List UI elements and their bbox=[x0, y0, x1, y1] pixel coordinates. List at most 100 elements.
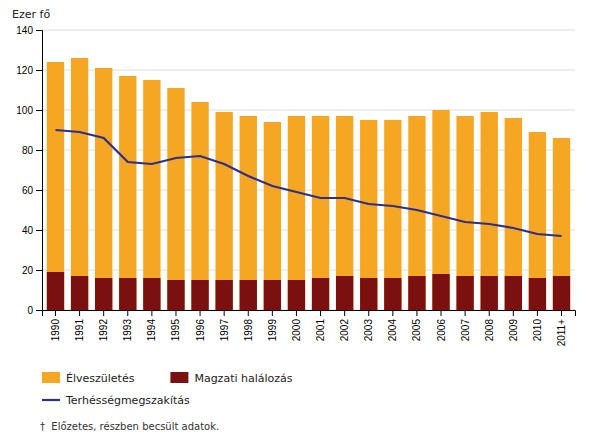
bar bbox=[143, 278, 160, 310]
tick: 2000 bbox=[291, 310, 302, 341]
plot: 0204060801001201401990199119921993199419… bbox=[16, 25, 575, 347]
legend-swatch bbox=[42, 399, 60, 401]
legend: Élveszületés Magzati halálozás Terhésségme… bbox=[42, 372, 293, 407]
tick-mark bbox=[561, 310, 562, 316]
tick-mark bbox=[392, 310, 393, 316]
y-axis: 020406080100120140 bbox=[16, 25, 42, 316]
tick-mark bbox=[513, 310, 514, 316]
bar bbox=[95, 68, 112, 310]
bar bbox=[384, 120, 401, 310]
tick-mark bbox=[55, 310, 56, 316]
tick: 60 bbox=[22, 185, 42, 196]
chart: 0204060801001201401990199119921993199419… bbox=[0, 0, 590, 440]
legend-label: Magzati halálozás bbox=[194, 372, 292, 385]
tick-label: 1994 bbox=[146, 319, 157, 342]
tick: 2003 bbox=[363, 310, 374, 341]
axis-line bbox=[36, 31, 43, 311]
tick-mark bbox=[151, 310, 152, 316]
bar bbox=[360, 278, 377, 310]
tick-mark bbox=[320, 310, 321, 316]
bar bbox=[215, 280, 232, 310]
tick-label: 2006 bbox=[436, 319, 447, 342]
bar bbox=[481, 276, 498, 310]
tick-label: 60 bbox=[22, 185, 34, 196]
tick: 0 bbox=[27, 305, 42, 316]
bar bbox=[264, 122, 281, 310]
bar bbox=[384, 278, 401, 310]
tick: 2009 bbox=[508, 310, 519, 341]
tick-label: 1999 bbox=[267, 319, 278, 342]
tick: 2002 bbox=[339, 310, 350, 341]
tick-mark bbox=[36, 110, 42, 111]
legend-label: Terhésségmegszakítás bbox=[65, 394, 190, 407]
tick-label: 1991 bbox=[74, 319, 85, 342]
tick: 2007 bbox=[460, 310, 471, 341]
tick-mark bbox=[36, 270, 42, 271]
tick-label: 140 bbox=[16, 25, 33, 36]
tick-mark bbox=[127, 310, 128, 316]
tick-mark bbox=[36, 30, 42, 31]
grid-line bbox=[42, 30, 575, 31]
tick-label: 1998 bbox=[243, 319, 254, 342]
tick-label: 2007 bbox=[460, 319, 471, 342]
bar bbox=[191, 280, 208, 310]
tick: 80 bbox=[22, 145, 42, 156]
tick-mark bbox=[416, 310, 417, 316]
tick-mark bbox=[224, 310, 225, 316]
bar bbox=[240, 116, 257, 310]
tick-mark bbox=[441, 310, 442, 316]
line bbox=[55, 130, 561, 236]
bar bbox=[191, 102, 208, 310]
tick-label: 2010 bbox=[532, 319, 543, 342]
axis-line bbox=[43, 311, 576, 317]
bar bbox=[432, 274, 449, 310]
legend-label: Élveszületés bbox=[66, 372, 135, 385]
bar bbox=[529, 278, 546, 310]
tick-label: 2011+ bbox=[556, 319, 567, 347]
tick-mark bbox=[296, 310, 297, 316]
tick: 120 bbox=[16, 65, 42, 76]
tick: 1997 bbox=[219, 310, 230, 341]
tick: 20 bbox=[22, 265, 42, 276]
tick: 1996 bbox=[195, 310, 206, 341]
bar bbox=[312, 116, 329, 310]
bar bbox=[360, 120, 377, 310]
legend-item: Terhésségmegszakítás bbox=[42, 394, 190, 407]
tick-mark bbox=[248, 310, 249, 316]
tick: 2001 bbox=[315, 310, 326, 341]
tick-label: 2005 bbox=[411, 319, 422, 342]
bar bbox=[47, 272, 64, 310]
bar bbox=[71, 58, 88, 310]
tick: 2005 bbox=[411, 310, 422, 341]
bar bbox=[47, 62, 64, 310]
tick: 2010 bbox=[532, 310, 543, 341]
tick: 100 bbox=[16, 105, 42, 116]
tick-mark bbox=[344, 310, 345, 316]
y-axis-label: Ezer fő bbox=[12, 8, 50, 21]
tick-label: 1996 bbox=[195, 319, 206, 342]
tick-label: 2008 bbox=[484, 319, 495, 342]
bar bbox=[529, 132, 546, 310]
bar bbox=[408, 276, 425, 310]
bar bbox=[408, 116, 425, 310]
tick: 2008 bbox=[484, 310, 495, 341]
tick: 1998 bbox=[243, 310, 254, 341]
legend-swatch bbox=[170, 372, 188, 383]
tick-mark bbox=[36, 150, 42, 151]
tick-label: 1992 bbox=[98, 319, 109, 342]
tick: 2006 bbox=[436, 310, 447, 341]
tick: 140 bbox=[16, 25, 42, 36]
bar bbox=[215, 112, 232, 310]
tick-label: 2003 bbox=[363, 319, 374, 342]
bar bbox=[143, 80, 160, 310]
bar bbox=[119, 76, 136, 310]
bar-series bbox=[47, 272, 570, 310]
bar bbox=[456, 116, 473, 310]
bar-series bbox=[47, 58, 570, 310]
tick-mark bbox=[175, 310, 176, 316]
bar bbox=[432, 110, 449, 310]
tick-mark bbox=[465, 310, 466, 316]
tick-label: 2000 bbox=[291, 319, 302, 342]
tick: 1992 bbox=[98, 310, 109, 341]
tick-mark bbox=[36, 190, 42, 191]
